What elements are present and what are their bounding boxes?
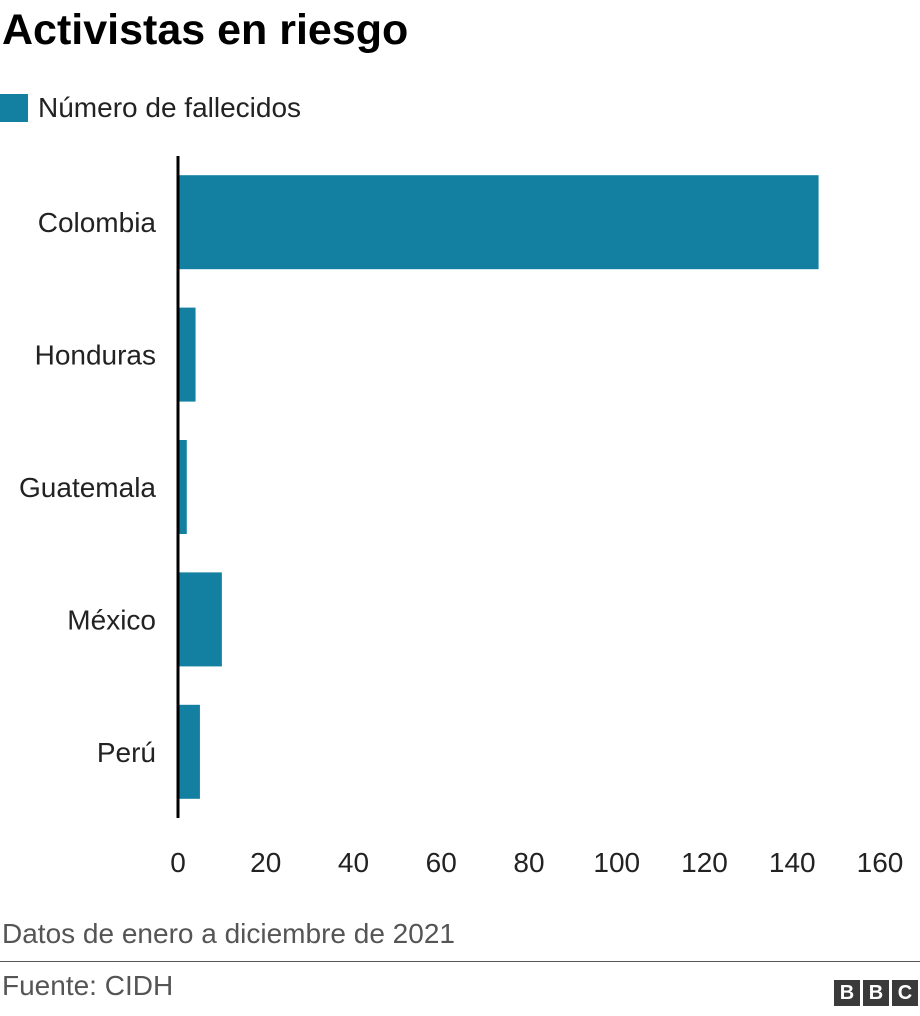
chart-note: Datos de enero a diciembre de 2021: [2, 918, 455, 949]
logo-box: C: [892, 980, 918, 1006]
bar: [178, 440, 187, 534]
bar: [178, 704, 200, 799]
bar-chart: Colombia Honduras Guatemala México Perú 0 20 40…: [19, 156, 904, 878]
category-label: Colombia: [38, 207, 157, 238]
x-tick-label: 100: [593, 847, 640, 878]
bar: [178, 175, 819, 270]
legend-swatch: [0, 94, 28, 122]
logo-box: B: [834, 980, 860, 1006]
x-tick-label: 80: [513, 847, 544, 878]
legend-label: Número de fallecidos: [38, 92, 302, 123]
category-label: Perú: [97, 737, 156, 768]
category-label: Honduras: [35, 340, 156, 371]
x-tick-label: 60: [426, 847, 457, 878]
category-label: Guatemala: [19, 472, 156, 503]
footer-divider: [0, 961, 920, 962]
x-tick-label: 0: [170, 847, 186, 878]
x-tick-label: 160: [857, 847, 904, 878]
x-tick-label: 20: [250, 847, 281, 878]
legend: Número de fallecidos: [0, 88, 301, 128]
x-tick-label: 40: [338, 847, 369, 878]
bbc-logo: B B C: [834, 980, 918, 1006]
logo-box: B: [863, 980, 889, 1006]
x-tick-label: 140: [769, 847, 816, 878]
source-text: Fuente: CIDH: [2, 970, 174, 1001]
x-tick-label: 120: [681, 847, 728, 878]
bar: [178, 572, 222, 667]
category-label: México: [67, 604, 156, 635]
bar: [178, 307, 196, 402]
chart-title: Activistas en riesgo: [2, 6, 409, 54]
